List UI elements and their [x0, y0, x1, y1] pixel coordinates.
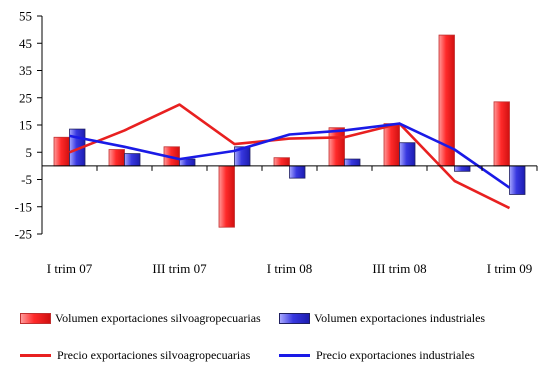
legend-label-bar-industrial: Volumen exportaciones industriales	[314, 311, 486, 325]
bar-industrial	[399, 142, 416, 167]
y-tick-label: -15	[15, 199, 32, 214]
bar-silvo	[108, 149, 125, 167]
legend-swatch-line-industrial	[279, 354, 310, 357]
legend-label-line-industrial: Precio exportaciones industriales	[316, 348, 475, 362]
legend-swatch-line-silvo	[20, 354, 51, 357]
bar-silvo	[53, 136, 70, 167]
legend-label-bar-silvo: Volumen exportaciones silvoagropecuarias	[55, 311, 261, 325]
y-tick-label: 15	[19, 118, 32, 133]
bar-silvo	[218, 165, 235, 228]
bar-industrial	[454, 165, 471, 172]
legend-swatch-bar-industrial	[279, 313, 310, 324]
legend-item-line-industrial: Precio exportaciones industriales	[279, 348, 475, 363]
x-axis: I trim 07 III trim 07 I trim 08 III trim 08…	[41, 165, 538, 276]
line-silvo	[69, 103, 511, 210]
y-tick-label: 25	[19, 90, 32, 105]
bar-industrial	[179, 158, 196, 167]
legend-label-line-silvo: Precio exportaciones silvoagropecuarias	[57, 348, 251, 362]
bar-silvo	[328, 127, 345, 167]
y-tick-label: -5	[21, 172, 32, 187]
legend-item-bar-silvo: Volumen exportaciones silvoagropecuarias	[20, 311, 261, 326]
bar-industrial	[124, 153, 141, 167]
legend-item-line-silvo: Precio exportaciones silvoagropecuarias	[20, 348, 250, 363]
y-tick-label: 5	[26, 145, 33, 160]
lines	[69, 103, 511, 210]
x-tick-label: III trim 07	[152, 261, 207, 276]
bar-silvo	[493, 101, 510, 167]
y-axis: 55 45 35 25 15 5 -5 -15 -25	[15, 9, 43, 242]
bar-industrial	[344, 158, 361, 167]
y-tick-label: 55	[19, 9, 32, 24]
x-tick-label: I trim 07	[47, 261, 93, 276]
bar-silvo	[273, 157, 290, 167]
legend-swatch-bar-silvo	[20, 313, 51, 324]
y-tick-label: -25	[15, 227, 32, 242]
bar-silvo	[383, 123, 400, 167]
bar-industrial	[289, 165, 306, 179]
y-tick-label: 35	[19, 63, 32, 78]
x-tick-label: I trim 09	[487, 261, 533, 276]
line-industrial	[69, 122, 511, 189]
chart: 55 45 35 25 15 5 -5 -15 -25 I trim 07 III trim 07…	[15, 9, 538, 276]
legend-item-bar-industrial: Volumen exportaciones industriales	[279, 311, 485, 326]
x-tick-label: III trim 08	[372, 261, 426, 276]
y-tick-label: 45	[19, 36, 32, 51]
bar-industrial	[509, 165, 526, 195]
x-tick-label: I trim 08	[267, 261, 313, 276]
